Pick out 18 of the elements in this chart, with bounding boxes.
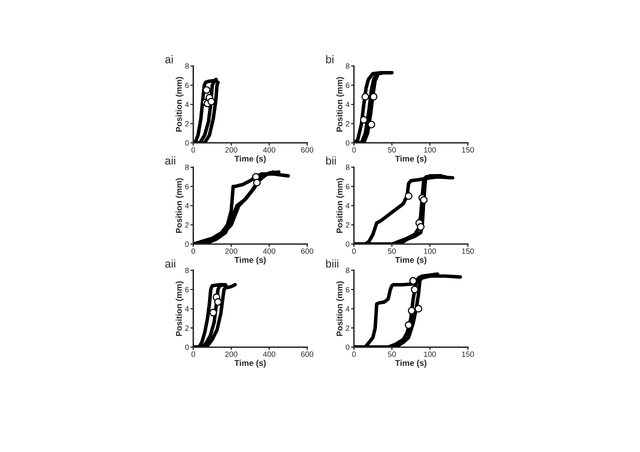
y-axis-title: Position (mm) xyxy=(336,178,344,233)
x-axis-title: Time (s) xyxy=(234,360,266,368)
chart-title: ai xyxy=(165,55,173,64)
y-axis-title: Position (mm) xyxy=(176,77,184,132)
y-axis-title: Position (mm) xyxy=(336,77,344,132)
y-axis-title: Position (mm) xyxy=(336,281,344,336)
x-axis-title: Time (s) xyxy=(395,256,426,265)
chart-title: bii xyxy=(326,156,336,165)
chart-title: aii xyxy=(165,156,176,165)
y-axis-title: Position (mm) xyxy=(176,178,184,233)
chart-title: bi xyxy=(326,55,334,64)
x-axis-title: Time (s) xyxy=(395,360,426,368)
y-axis-title: Position (mm) xyxy=(176,281,184,336)
chart-title: aii xyxy=(165,259,176,268)
x-axis-title: Time (s) xyxy=(234,156,266,164)
x-axis-title: Time (s) xyxy=(234,256,266,265)
chart-title: biii xyxy=(326,259,338,268)
x-axis-title: Time (s) xyxy=(395,156,426,164)
